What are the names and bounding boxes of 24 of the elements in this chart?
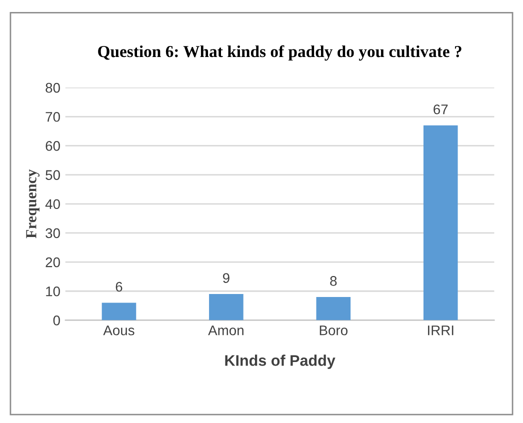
bar [423, 125, 458, 320]
y-tick-label: 10 [46, 286, 60, 296]
data-label: 8 [330, 276, 337, 286]
y-tick-label: 60 [46, 141, 60, 151]
data-label: 6 [116, 282, 122, 292]
y-tick-label: 50 [46, 170, 60, 180]
bar [316, 296, 351, 320]
data-label: 9 [222, 273, 230, 283]
x-tick-label: Amon [208, 326, 244, 336]
y-axis-title: Frequency [26, 169, 40, 238]
bar [102, 302, 136, 320]
x-tick-label: Aous [103, 326, 134, 336]
data-label: 67 [434, 104, 448, 114]
y-tick-label: 20 [46, 257, 60, 268]
bar [209, 294, 244, 320]
chart-title: Question 6: What kinds of paddy do you cultivate ? [98, 45, 462, 61]
x-tick-label: Boro [320, 326, 348, 336]
y-tick-label: 80 [46, 82, 60, 93]
y-tick-label: 70 [46, 112, 60, 122]
y-tick-label: 0 [53, 316, 60, 326]
x-axis-title: KInds of Paddy [225, 354, 336, 369]
x-tick-label: IRRI [428, 326, 454, 336]
y-tick-label: 40 [45, 199, 60, 210]
y-tick-label: 30 [46, 228, 60, 238]
